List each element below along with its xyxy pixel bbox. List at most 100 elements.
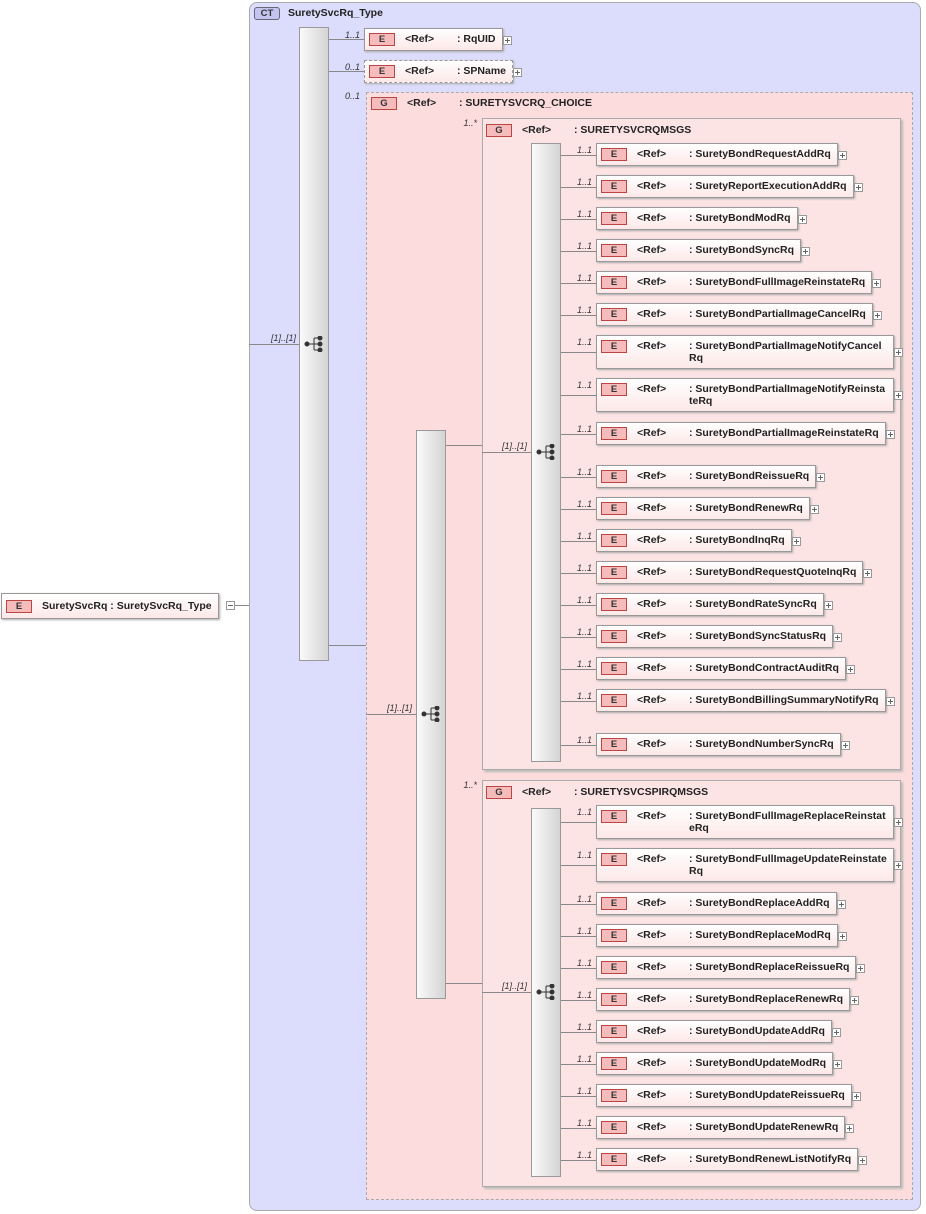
cardinality: 1..1 <box>576 531 592 541</box>
expand-button[interactable] <box>837 931 847 941</box>
expand-button[interactable] <box>885 429 895 439</box>
ref-label: <Ref> <box>637 993 667 1005</box>
expand-button[interactable] <box>816 472 826 482</box>
cardinality: 1..1 <box>576 735 592 745</box>
element-name: : SuretyBondSyncRq <box>689 244 795 256</box>
expand-button[interactable] <box>837 150 847 160</box>
group-badge: G <box>486 786 512 799</box>
cardinality: 1..1 <box>344 30 360 40</box>
element-badge: E <box>601 1025 627 1038</box>
cardinality: 1..1 <box>576 958 592 968</box>
expand-button[interactable] <box>872 278 882 288</box>
expand-button[interactable] <box>513 67 523 77</box>
complex-type-header: CT SuretySvcRq_Type <box>254 7 383 20</box>
cardinality: 1..1 <box>576 894 592 904</box>
element-box: E <Ref> : SuretyBondReplaceAddRq <box>596 892 837 915</box>
ref-label: <Ref> <box>637 897 667 909</box>
expand-button[interactable] <box>858 1155 868 1165</box>
element-box: E <Ref>: SuretyBondFullImageUpdateReinsta… <box>596 848 894 882</box>
connector <box>329 645 366 646</box>
ref-label: <Ref> <box>637 1057 667 1069</box>
element-badge: E <box>369 33 395 46</box>
element-badge: E <box>601 427 627 440</box>
complex-type-name: SuretySvcRq_Type <box>288 7 383 19</box>
group-name: : SURETYSVCSPIRQMSGS <box>574 786 709 798</box>
expand-button[interactable] <box>831 1027 841 1037</box>
cardinality: 1..1 <box>576 209 592 219</box>
element-badge: E <box>601 598 627 611</box>
element-name: : SuretyBondFullImageReplaceReinstateRq <box>689 810 886 834</box>
expand-button[interactable] <box>863 568 873 578</box>
expand-button[interactable] <box>856 963 866 973</box>
ref-label: <Ref> <box>637 244 667 256</box>
element-box: E <Ref>: SuretyBondUpdateAddRq <box>596 1020 832 1043</box>
expand-button[interactable] <box>845 664 855 674</box>
element-box: E <Ref>: SuretyBondModRq <box>596 207 798 230</box>
connector <box>561 744 596 746</box>
connector <box>329 39 364 40</box>
root-element: E SuretySvcRq : SuretySvcRq_Type <box>1 593 219 619</box>
expand-button[interactable] <box>853 182 863 192</box>
expand-button[interactable] <box>845 1123 855 1133</box>
expand-button[interactable] <box>502 35 512 45</box>
expand-button[interactable] <box>833 1059 843 1069</box>
element-box: E <Ref>: SuretyBondInqRq <box>596 529 792 552</box>
element-name: : SuretyBondReplaceAddRq <box>689 897 830 909</box>
connector <box>561 1031 596 1033</box>
expand-button[interactable] <box>885 696 895 706</box>
expand-button[interactable] <box>851 1091 861 1101</box>
ref-label: <Ref> <box>637 470 667 482</box>
expand-button[interactable] <box>894 348 903 357</box>
element-name: : SuretyBondPartialImageNotifyReinstateR… <box>689 383 886 407</box>
element-badge: E <box>601 630 627 643</box>
group-badge: G <box>486 124 512 137</box>
ref-label: <Ref> <box>637 308 667 320</box>
connector <box>561 636 596 638</box>
element-name: : SuretyBondPartialImageNotifyCancelRq <box>689 340 882 364</box>
expand-button[interactable] <box>894 818 903 827</box>
expand-button[interactable] <box>894 391 903 400</box>
connector <box>561 186 596 188</box>
cardinality: 1..1 <box>576 145 592 155</box>
element-box: E <Ref>: SuretyBondFullImageReplaceReinst… <box>596 805 894 839</box>
ref-label: <Ref> <box>637 383 667 395</box>
expand-button[interactable] <box>809 504 819 514</box>
element-badge: E <box>601 897 627 910</box>
expand-button[interactable] <box>894 861 903 870</box>
expand-button[interactable] <box>823 600 833 610</box>
cardinality: 1..1 <box>576 337 592 347</box>
expand-button[interactable] <box>840 740 850 750</box>
element-badge: E <box>601 738 627 751</box>
cardinality: 1..1 <box>576 467 592 477</box>
element-name: : SPName <box>457 65 507 77</box>
ref-label: <Ref> <box>637 694 667 706</box>
expand-button[interactable] <box>801 246 811 256</box>
cardinality: 1..1 <box>576 273 592 283</box>
element-badge: E <box>601 853 627 866</box>
ref-label: <Ref> <box>637 1089 667 1101</box>
element-badge: E <box>601 961 627 974</box>
expand-button[interactable] <box>850 995 860 1005</box>
element-box: E <Ref>: SuretyBondRateSyncRq <box>596 593 824 616</box>
element-badge: E <box>601 276 627 289</box>
cardinality: 1..1 <box>576 807 592 817</box>
element-name: : SuretyBondRequestAddRq <box>689 148 831 160</box>
expand-button[interactable] <box>836 899 846 909</box>
expand-button[interactable] <box>872 310 882 320</box>
cardinality: 1..1 <box>576 659 592 669</box>
element-badge: E <box>601 340 627 353</box>
cardinality: 1..1 <box>576 1118 592 1128</box>
connector <box>561 282 596 284</box>
collapse-button[interactable] <box>226 601 235 610</box>
element-box: E <Ref>: SuretyBondReplaceReissueRq <box>596 956 857 979</box>
ref-label: <Ref> <box>637 598 667 610</box>
element-box: E <Ref>: SuretyBondReplaceRenewRq <box>596 988 851 1011</box>
connector <box>561 822 596 823</box>
expand-button[interactable] <box>833 632 843 642</box>
expand-button[interactable] <box>797 214 807 224</box>
element-box: E <Ref>: SuretyBondRequestAddRq <box>596 143 838 166</box>
element-name: : SuretyBondReplaceRenewRq <box>689 993 844 1005</box>
cardinality: 1..1 <box>576 691 592 701</box>
choice-cardinality: [1]..[1] <box>386 703 412 713</box>
expand-button[interactable] <box>791 536 801 546</box>
